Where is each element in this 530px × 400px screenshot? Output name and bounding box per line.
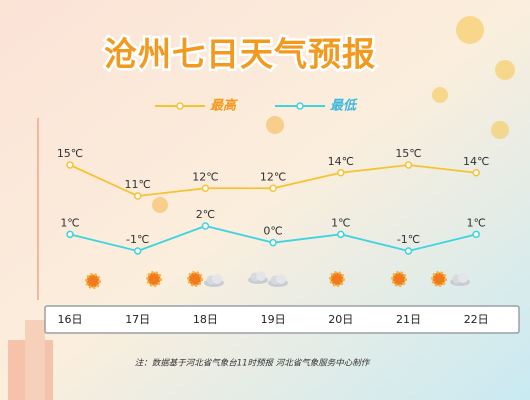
value-label: 14℃ (328, 155, 354, 168)
point (133, 247, 142, 255)
point (269, 238, 277, 247)
value-label: 1℃ (60, 216, 79, 229)
value-label: -1℃ (397, 233, 420, 246)
legend-label: 最高 (210, 98, 238, 114)
value-label: 12℃ (260, 170, 286, 183)
point (472, 230, 480, 239)
point (404, 161, 413, 169)
x-tick-label: 20日 (328, 313, 353, 326)
value-label: 12℃ (192, 170, 218, 183)
value-label: 1℃ (467, 216, 486, 229)
point (269, 184, 277, 192)
x-tick-label: 17日 (125, 313, 150, 326)
point (404, 247, 413, 255)
value-label: 14℃ (463, 155, 489, 168)
point (337, 230, 345, 239)
point (133, 192, 142, 200)
value-label: 15℃ (395, 147, 421, 160)
point (337, 169, 345, 177)
legend-label: 最低 (330, 98, 358, 114)
x-tick-label: 22日 (464, 313, 489, 326)
value-label: -1℃ (126, 233, 149, 246)
value-label: 15℃ (57, 147, 83, 160)
x-tick-label: 21日 (396, 313, 421, 326)
x-tick-label: 18日 (193, 313, 218, 326)
point (201, 222, 210, 230)
x-tick-label: 19日 (261, 313, 286, 326)
legend-marker (296, 102, 304, 110)
point (472, 169, 480, 177)
chart-title: 沧州七日天气预报 (104, 35, 376, 74)
decor (8, 16, 515, 400)
day-bar (44, 305, 520, 334)
value-label: 0℃ (263, 225, 282, 238)
point (66, 161, 74, 169)
value-label: 2℃ (196, 208, 215, 221)
footnote: 注：数据基于河北省气象台11时预报 河北省气象服务中心制作 (135, 358, 371, 369)
point (201, 184, 210, 192)
legend-marker (176, 102, 184, 110)
value-label: 11℃ (125, 178, 151, 191)
x-tick-label: 16日 (58, 313, 83, 326)
value-label: 1℃ (331, 216, 350, 229)
point (66, 230, 74, 239)
